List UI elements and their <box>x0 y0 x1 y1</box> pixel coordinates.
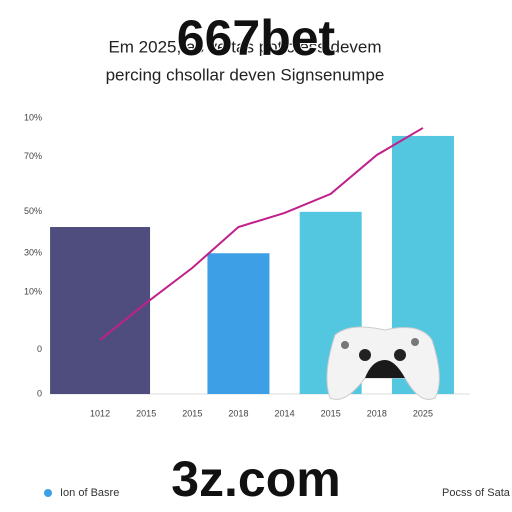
x-tick-label: 2015 <box>182 408 202 418</box>
controller <box>326 326 440 400</box>
chart-subtitle: percing chsollar deven Signsenumpe <box>106 65 385 84</box>
chart-title: Em 2025, as ve tas potic ess devem <box>108 37 381 56</box>
legend-label: Pocss of Sata <box>442 487 511 499</box>
plot: 0 0 10% 30% 50% 70% 10% 1012 2015 2015 2018 2014 201… <box>24 112 511 499</box>
y-tick-label: 0 <box>37 388 42 398</box>
x-tick-label: 2015 <box>136 408 156 418</box>
x-tick-label: 2014 <box>275 408 295 418</box>
line <box>99 127 424 341</box>
x-tick-label: 2018 <box>228 408 248 418</box>
x-tick-label: 2018 <box>367 408 387 418</box>
bar <box>50 227 151 394</box>
y-tick-label: 30% <box>24 248 42 258</box>
legend-label: Ion of Basre <box>60 487 119 499</box>
watermark: 3z.com <box>171 451 341 507</box>
x-tick-label: 2015 <box>321 408 341 418</box>
y-tick-label: 50% <box>24 206 42 216</box>
x-tick-label: 2025 <box>413 408 433 418</box>
legend-swatch <box>44 489 52 497</box>
watermark: 667bet <box>177 10 336 66</box>
y-tick-label: 70% <box>24 151 42 161</box>
y-tick-label: 0 <box>37 344 42 354</box>
y-tick-label: 10% <box>24 112 42 122</box>
bar <box>207 253 270 394</box>
y-tick-label: 10% <box>24 286 42 296</box>
x-tick-label: 1012 <box>90 408 110 418</box>
